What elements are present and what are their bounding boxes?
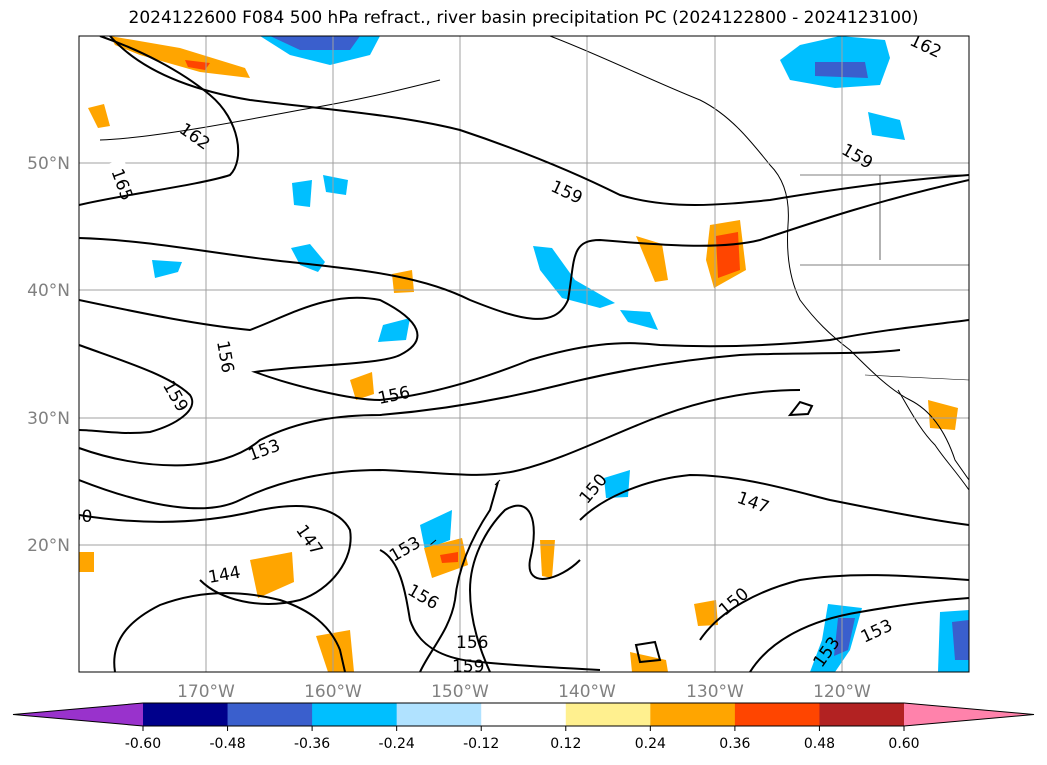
lon-tick-label: 170°W: [177, 682, 235, 702]
colorbar-tick-label: -0.60: [125, 736, 161, 752]
lon-tick-label: 140°W: [558, 682, 616, 702]
colorbar-tick-label: -0.36: [294, 736, 330, 752]
precip-shade-strong-positive: [716, 232, 740, 278]
contour-150: [79, 389, 801, 510]
colorbar: -0.60 -0.48 -0.36 -0.24 -0.12 0.12 0.24 0.36 0.4…: [12, 702, 1035, 752]
contour-153: [79, 349, 901, 467]
precip-shade-positive: [636, 236, 668, 282]
precip-shade-positive: [88, 104, 110, 128]
colorbar-tick-label: 0.12: [550, 736, 581, 752]
precip-shade-negative: [378, 318, 410, 342]
precip-shade-positive: [694, 600, 718, 626]
precip-shade-strong-negative: [952, 620, 969, 660]
contour-156-west: [79, 296, 419, 401]
gridlines: [79, 36, 969, 672]
colorbar-bin: [734, 703, 820, 726]
colorbar-tick-label: 0.24: [635, 736, 666, 752]
colorbar-bin: [481, 703, 567, 726]
contour-153-south: [419, 481, 499, 672]
precip-shade-positive: [350, 372, 374, 400]
colorbar-bin: [565, 703, 651, 726]
contour-147-east: [579, 473, 969, 526]
precip-shade-positive: [540, 540, 555, 578]
lon-axis: 170°W 160°W 150°W 140°W 130°W 120°W: [177, 682, 871, 702]
map-frame: [78, 35, 970, 673]
lat-axis: 20°N 30°N 40°N 50°N: [27, 154, 70, 556]
contour-150-south: [468, 504, 581, 672]
colorbar-extend-high: [904, 703, 1034, 726]
baja-coast: [897, 389, 969, 491]
colorbar-extend-low: [13, 703, 143, 726]
lat-tick-label: 50°N: [27, 154, 70, 174]
precip-shade-strong-positive: [185, 60, 210, 70]
contour-label: 159: [452, 657, 484, 677]
chart-title: 2024122600 F084 500 hPa refract., river …: [128, 8, 919, 28]
precip-shade-negative: [323, 175, 348, 195]
precip-shade-positive: [250, 552, 294, 598]
lon-tick-label: 120°W: [813, 682, 871, 702]
state-borders: [800, 175, 969, 266]
precip-shade-negative: [292, 180, 312, 207]
colorbar-bin: [312, 703, 398, 726]
contour-144: [113, 592, 346, 672]
borders: [800, 174, 969, 381]
precip-shade-positive: [110, 36, 250, 78]
colorbar-bin: [227, 703, 313, 726]
precip-shade-negative: [420, 510, 452, 550]
precip-shade-strong-negative: [270, 36, 360, 50]
contour-closed-small: [787, 400, 814, 417]
colorbar-tick-label: 0.48: [804, 736, 835, 752]
lat-tick-label: 30°N: [27, 409, 70, 429]
contour-156-center: [379, 319, 969, 401]
precip-shade-negative: [868, 112, 905, 140]
north-america-coast: [549, 36, 969, 481]
colorbar-tick-label: -0.24: [379, 736, 415, 752]
lon-tick-label: 130°W: [686, 682, 744, 702]
lat-tick-label: 20°N: [27, 536, 70, 556]
contour-150-east: [699, 574, 969, 641]
contour-closed-small: [634, 640, 662, 664]
colorbar-bin: [819, 703, 905, 726]
coastlines: [99, 36, 969, 546]
contour-label: 150: [60, 507, 92, 527]
colorbar-bin: [650, 703, 736, 726]
contour-153-east: [749, 597, 969, 672]
lon-tick-label: 160°W: [304, 682, 362, 702]
contour-label: 156: [456, 633, 488, 653]
precip-shade-strong-negative: [834, 618, 855, 656]
contour-162: [109, 36, 969, 206]
contour-147-west: [79, 505, 352, 605]
colorbar-tick-label: -0.12: [463, 736, 499, 752]
contour-165: [79, 36, 240, 206]
colorbar-bin: [143, 703, 229, 726]
contour-159-west: [79, 344, 194, 434]
lon-tick-label: 150°W: [431, 682, 489, 702]
colorbar-tick-label: 0.36: [719, 736, 750, 752]
precip-shade-positive: [79, 552, 94, 572]
precip-shade-positive: [316, 630, 354, 672]
contour-159-north: [79, 179, 969, 320]
aleutian-coast: [99, 79, 441, 141]
precip-shade-negative: [620, 310, 658, 330]
colorbar-bin: [396, 703, 482, 726]
refractivity-contours: [79, 36, 969, 672]
lat-tick-label: 40°N: [27, 281, 70, 301]
precip-shade-strong-positive: [440, 552, 458, 563]
colorbar-tick-label: -0.48: [209, 736, 245, 752]
precip-shade-negative: [152, 260, 182, 278]
precip-shade-negative: [533, 246, 615, 308]
us-mexico-border: [864, 374, 969, 381]
colorbar-tick-label: 0.60: [888, 736, 919, 752]
precip-shade-positive: [928, 400, 958, 430]
contour-156-south: [379, 549, 601, 671]
